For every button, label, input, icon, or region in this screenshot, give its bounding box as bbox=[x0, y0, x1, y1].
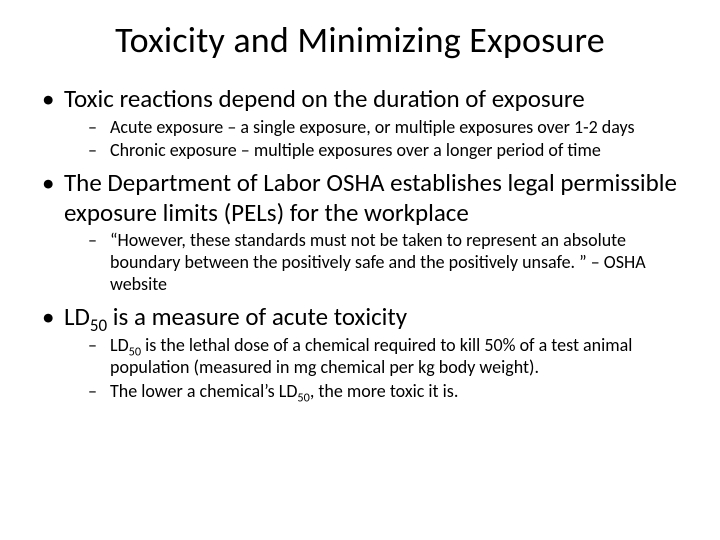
bullet-list-level1: Toxic reactions depend on the duration o… bbox=[36, 84, 684, 403]
bullet-list-level2: Acute exposure – a single exposure, or m… bbox=[64, 117, 684, 163]
bullet-list-level2: “However, these standards must not be ta… bbox=[64, 230, 684, 296]
bullet-level2: The lower a chemical’s LD50, the more to… bbox=[64, 381, 684, 403]
bullet-level1: LD50 is a measure of acute toxicity LD50… bbox=[36, 302, 684, 402]
slide-title: Toxicity and Minimizing Exposure bbox=[36, 18, 684, 62]
bullet-text: LD50 is the lethal dose of a chemical re… bbox=[110, 334, 632, 378]
bullet-level2: Acute exposure – a single exposure, or m… bbox=[64, 117, 684, 139]
bullet-text: The Department of Labor OSHA establishes… bbox=[64, 167, 677, 228]
bullet-text: Chronic exposure – multiple exposures ov… bbox=[110, 139, 601, 161]
bullet-level1: The Department of Labor OSHA establishes… bbox=[36, 168, 684, 296]
bullet-level2: Chronic exposure – multiple exposures ov… bbox=[64, 140, 684, 162]
bullet-list-level2: LD50 is the lethal dose of a chemical re… bbox=[64, 335, 684, 403]
slide: Toxicity and Minimizing Exposure Toxic r… bbox=[0, 0, 720, 540]
bullet-text: Toxic reactions depend on the duration o… bbox=[64, 83, 585, 114]
bullet-text: The lower a chemical’s LD50, the more to… bbox=[110, 380, 458, 402]
bullet-text: “However, these standards must not be ta… bbox=[110, 229, 646, 295]
bullet-level2: “However, these standards must not be ta… bbox=[64, 230, 684, 296]
bullet-text: LD50 is a measure of acute toxicity bbox=[64, 301, 407, 332]
bullet-text: Acute exposure – a single exposure, or m… bbox=[110, 116, 635, 138]
bullet-level2: LD50 is the lethal dose of a chemical re… bbox=[64, 335, 684, 379]
bullet-level1: Toxic reactions depend on the duration o… bbox=[36, 84, 684, 162]
